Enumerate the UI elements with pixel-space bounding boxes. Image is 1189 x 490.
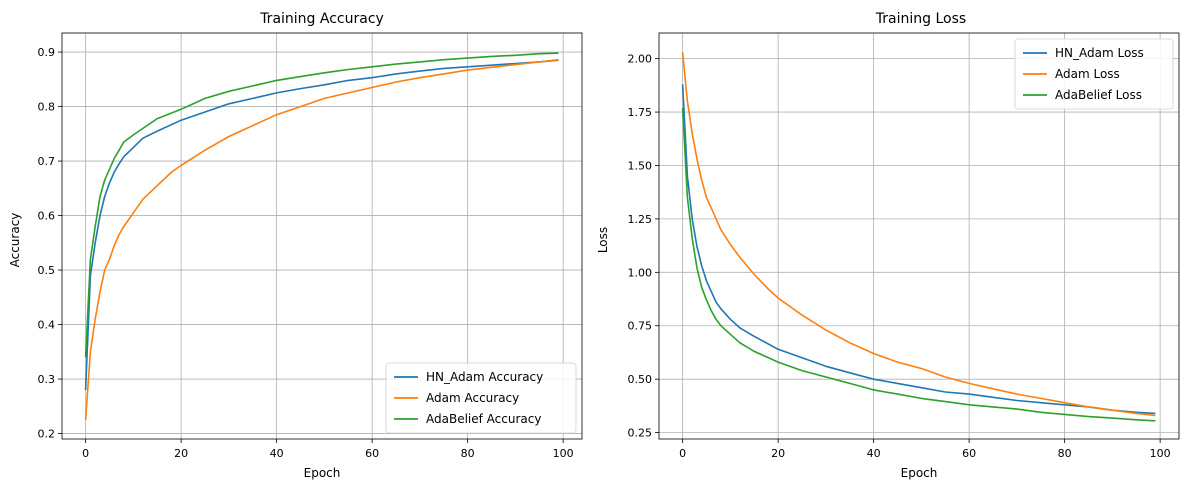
legend-label: Adam Loss	[1055, 67, 1120, 81]
legend-label: HN_Adam Loss	[1055, 46, 1144, 60]
y-tick-label: 0.9	[38, 46, 56, 59]
legend: HN_Adam Accuracy Adam Accuracy AdaBelief A…	[385, 362, 577, 434]
x-tick-label: 60	[365, 447, 379, 460]
loss-chart: Training Loss Epoch Loss 0 20 40 60 80 100 0.2…	[596, 11, 1180, 480]
series-line-1	[84, 58, 559, 420]
y-tick-label: 1.75	[628, 106, 653, 119]
y-tick-label: 0.3	[38, 373, 56, 386]
legend-box	[385, 362, 577, 434]
x-axis-label: Epoch	[304, 466, 341, 480]
y-tick-label: 0.75	[628, 320, 653, 333]
x-tick-label: 60	[962, 447, 976, 460]
series-line-0	[84, 59, 559, 391]
x-tick-label: 20	[771, 447, 785, 460]
chart-title: Training Loss	[875, 11, 966, 27]
legend-label: AdaBelief Loss	[1055, 88, 1142, 102]
legend-label: HN_Adam Accuracy	[426, 370, 543, 384]
y-tick-label: 2.00	[628, 53, 653, 66]
plot-frame	[658, 32, 1180, 440]
y-tick-label: 0.8	[38, 101, 56, 114]
series-line-2	[681, 107, 1156, 422]
y-tick-label: 1.50	[628, 159, 653, 172]
y-tick-label: 0.25	[628, 427, 653, 440]
x-tick-label: 80	[461, 447, 475, 460]
y-tick-label: 0.50	[628, 373, 653, 386]
x-tick-label: 100	[553, 447, 574, 460]
y-tick-label: 1.00	[628, 266, 653, 279]
x-tick-label: 0	[679, 447, 686, 460]
legend-label: AdaBelief Accuracy	[426, 412, 541, 426]
y-tick-label: 0.7	[38, 155, 56, 168]
x-tick-label: 40	[270, 447, 284, 460]
chart-title: Training Accuracy	[259, 11, 384, 27]
x-axis-label: Epoch	[901, 466, 938, 480]
legend-box	[1014, 38, 1174, 110]
x-tick-label: 0	[82, 447, 89, 460]
accuracy-chart: Training Accuracy Epoch Accuracy 0 20 40 60…	[8, 11, 583, 480]
legend-label: Adam Accuracy	[426, 391, 519, 405]
legend: HN_Adam Loss Adam Loss AdaBelief Loss	[1014, 38, 1174, 110]
series-line-1	[681, 52, 1156, 417]
x-tick-label: 20	[174, 447, 188, 460]
y-axis-label: Loss	[596, 227, 610, 253]
y-tick-label: 0.6	[38, 210, 56, 223]
y-tick-label: 0.2	[38, 428, 56, 441]
x-tick-label: 80	[1058, 447, 1072, 460]
plot-frame	[61, 32, 583, 440]
y-tick-label: 0.4	[38, 319, 56, 332]
series-line-0	[681, 84, 1156, 415]
series-line-2	[84, 52, 559, 358]
x-tick-label: 100	[1150, 447, 1171, 460]
y-axis-label: Accuracy	[8, 213, 22, 268]
x-tick-label: 40	[867, 447, 881, 460]
y-tick-label: 0.5	[38, 264, 56, 277]
y-tick-label: 1.25	[628, 213, 653, 226]
